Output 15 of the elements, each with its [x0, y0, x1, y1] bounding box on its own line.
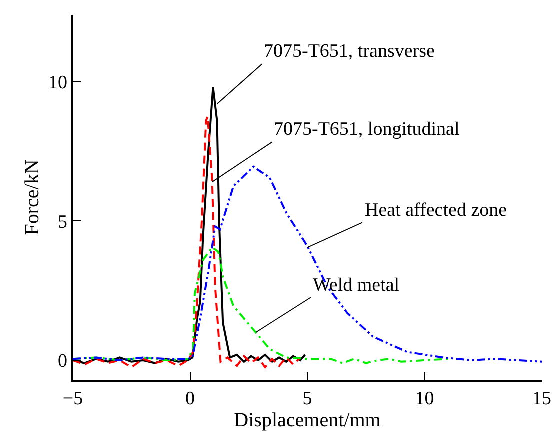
annotation: Heat affected zone [365, 200, 508, 221]
y-tick-label: 5 [58, 212, 68, 233]
y-axis-title: Force/kN [21, 160, 44, 236]
annotation: Weld metal [313, 275, 400, 296]
x-tick-label: 15 [532, 388, 552, 410]
x-tick-label: 10 [415, 388, 434, 410]
x-tick-label: 5 [302, 388, 312, 410]
y-tick-label: 0 [58, 351, 68, 372]
line-series [73, 166, 542, 363]
x-tick-label: −5 [62, 388, 84, 410]
x-axis-title: Displacement/mm [234, 410, 382, 432]
x-tick-label: 0 [186, 388, 195, 410]
y-tick-label: 10 [48, 72, 68, 94]
annotation: 7075-T651, longitudinal [274, 119, 460, 140]
annotation: 7075-T651, transverse [264, 41, 435, 62]
